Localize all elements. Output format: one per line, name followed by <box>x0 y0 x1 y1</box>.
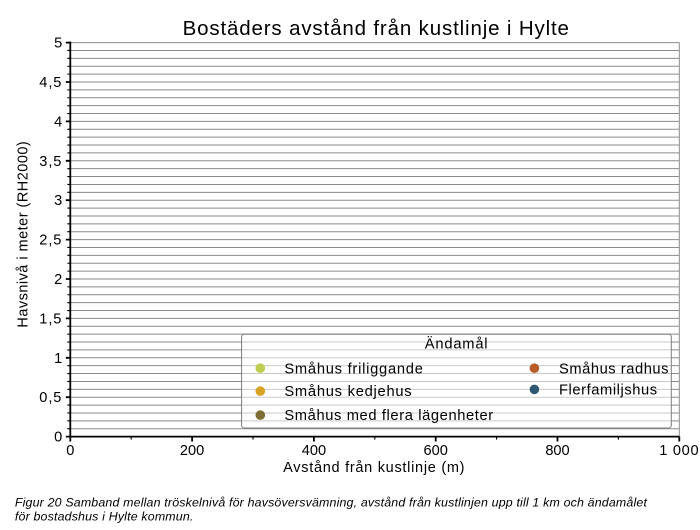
svg-text:5: 5 <box>54 36 62 52</box>
svg-text:200: 200 <box>180 443 204 459</box>
svg-text:för bostadshus i Hylte kommun.: för bostadshus i Hylte kommun. <box>15 510 194 524</box>
svg-text:4: 4 <box>54 114 62 130</box>
svg-text:2: 2 <box>54 272 62 288</box>
svg-text:Småhus kedjehus: Småhus kedjehus <box>284 384 412 400</box>
svg-text:2,5: 2,5 <box>39 233 62 249</box>
svg-text:Småhus med flera lägenheter: Småhus med flera lägenheter <box>284 408 493 424</box>
svg-text:1 000: 1 000 <box>659 443 699 459</box>
svg-text:3: 3 <box>54 193 62 209</box>
svg-text:600: 600 <box>424 443 448 459</box>
svg-text:Havsnivå i meter (RH2000): Havsnivå i meter (RH2000) <box>16 141 32 328</box>
svg-text:0: 0 <box>54 430 62 446</box>
svg-text:0: 0 <box>66 443 74 459</box>
svg-text:0,5: 0,5 <box>39 390 62 406</box>
svg-text:4,5: 4,5 <box>39 75 62 91</box>
svg-text:1,5: 1,5 <box>39 311 62 327</box>
svg-text:Småhus radhus: Småhus radhus <box>559 361 669 377</box>
svg-text:Bostäders avstånd från kustlin: Bostäders avstånd från kustlinje i Hylte <box>183 17 570 40</box>
svg-text:Ändamål: Ändamål <box>425 335 489 352</box>
svg-text:400: 400 <box>302 443 326 459</box>
svg-text:3,5: 3,5 <box>39 154 62 170</box>
svg-text:Figur 20 Samband mellan tröske: Figur 20 Samband mellan tröskelnivå för … <box>15 496 648 510</box>
svg-text:Avstånd från kustlinje (m): Avstånd från kustlinje (m) <box>283 460 465 476</box>
svg-text:Småhus friliggande: Småhus friliggande <box>284 361 423 377</box>
svg-text:800: 800 <box>545 443 569 459</box>
svg-text:Flerfamiljshus: Flerfamiljshus <box>559 383 658 399</box>
svg-text:1: 1 <box>54 351 62 367</box>
